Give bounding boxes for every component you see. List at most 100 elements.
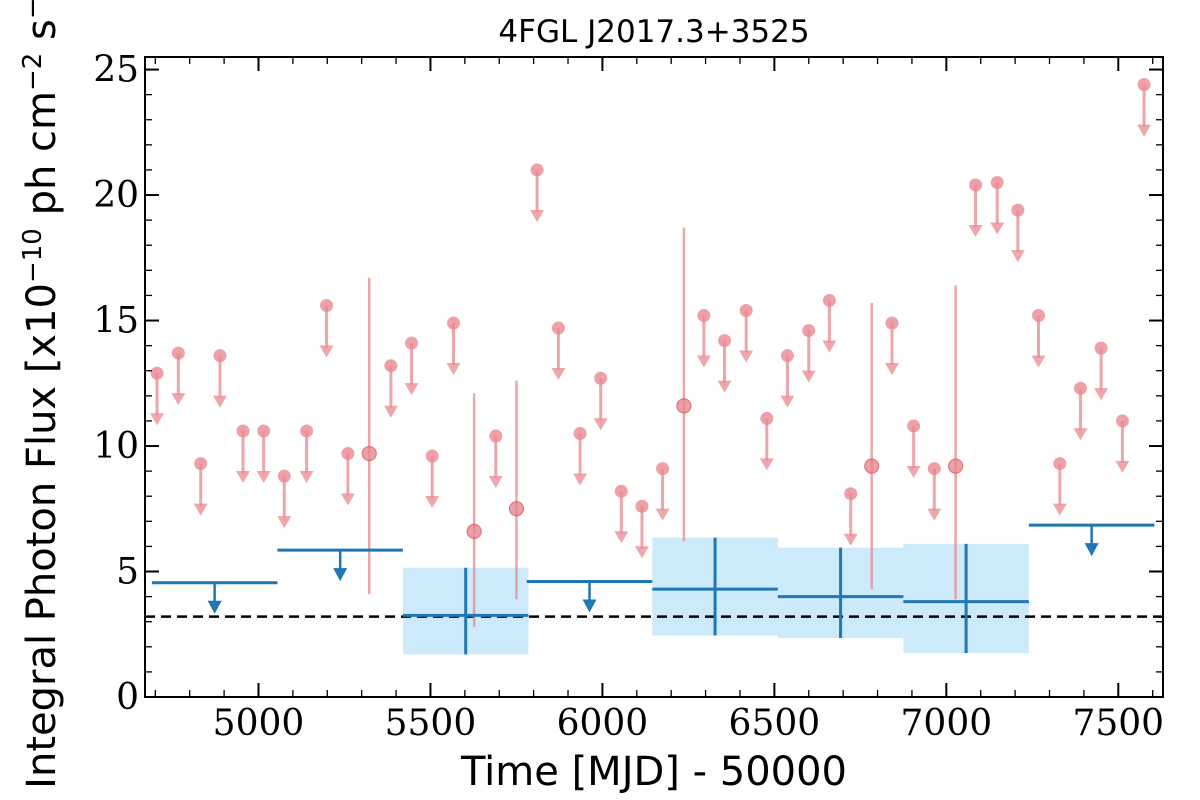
monthly-upper-limit-arrowhead	[150, 413, 165, 426]
y-axis-label-exp: −10	[18, 228, 48, 283]
x-tick-label: 6000	[557, 703, 649, 744]
monthly-upper-limit-point	[573, 426, 587, 440]
monthly-upper-limit-arrowhead	[488, 475, 503, 488]
monthly-upper-limit-point	[446, 316, 460, 330]
monthly-upper-limit-arrowhead	[383, 405, 398, 418]
monthly-upper-limit-arrowhead	[256, 470, 271, 483]
yearly-upper-limit-arrowhead	[207, 600, 222, 614]
monthly-upper-limit-arrowhead	[990, 222, 1005, 235]
monthly-detection-point	[948, 458, 964, 474]
monthly-detection-point	[466, 523, 482, 539]
monthly-upper-limit-arrowhead	[739, 350, 754, 363]
yearly-upper-limit-arrowhead	[582, 599, 597, 613]
monthly-upper-limit-arrowhead	[193, 503, 208, 516]
monthly-upper-limit-point	[760, 411, 774, 425]
y-tick-label: 5	[116, 552, 139, 593]
x-tick-label: 6500	[729, 703, 821, 744]
chart-title: 4FGL J2017.3+3525	[498, 14, 809, 50]
monthly-upper-limit-arrowhead	[277, 516, 292, 529]
monthly-upper-limit-point	[1137, 78, 1151, 92]
monthly-upper-limit-arrowhead	[717, 380, 732, 393]
y-tick-label: 10	[93, 426, 139, 467]
monthly-upper-limit-point	[635, 499, 649, 513]
monthly-upper-limit-arrowhead	[212, 395, 227, 408]
monthly-upper-limit-arrowhead	[1031, 355, 1046, 368]
monthly-detection-point	[361, 445, 377, 462]
x-tick-label: 7500	[1072, 703, 1164, 744]
plot-area	[145, 78, 1163, 655]
monthly-upper-limit-point	[194, 457, 208, 471]
monthly-upper-limit-arrowhead	[927, 508, 942, 521]
monthly-upper-limit-arrowhead	[593, 418, 608, 431]
monthly-upper-limit-arrowhead	[1137, 124, 1152, 137]
monthly-upper-limit-point	[171, 346, 185, 360]
monthly-upper-limit-arrowhead	[573, 473, 588, 486]
yearly-upper-limit-arrowhead	[1084, 543, 1099, 557]
y-tick-label: 25	[93, 50, 139, 91]
monthly-upper-limit-arrowhead	[425, 496, 440, 509]
monthly-upper-limit-arrowhead	[696, 355, 711, 368]
monthly-upper-limit-point	[150, 366, 164, 380]
monthly-upper-limit-point	[530, 163, 544, 177]
monthly-upper-limit-point	[822, 293, 836, 307]
monthly-upper-limit-arrowhead	[968, 225, 983, 237]
monthly-upper-limit-arrowhead	[634, 546, 649, 559]
monthly-upper-limit-point	[277, 469, 291, 483]
monthly-upper-limit-arrowhead	[906, 465, 921, 478]
x-tick-label: 5500	[385, 703, 477, 744]
monthly-detection-point	[676, 398, 692, 414]
monthly-upper-limit-arrowhead	[299, 470, 314, 483]
monthly-upper-limit-point	[656, 462, 670, 476]
monthly-upper-limit-point	[927, 462, 941, 476]
monthly-upper-limit-point	[907, 419, 921, 433]
monthly-upper-limit-arrowhead	[340, 493, 355, 506]
monthly-upper-limit-point	[594, 371, 608, 385]
monthly-upper-limit-arrowhead	[1052, 503, 1067, 516]
monthly-upper-limit-point	[885, 316, 899, 330]
monthly-upper-limit-point	[551, 321, 565, 335]
monthly-upper-limit-point	[802, 324, 816, 338]
monthly-upper-limit-arrowhead	[1073, 428, 1088, 441]
monthly-upper-limit-point	[341, 447, 355, 461]
monthly-detection-point	[508, 501, 525, 517]
plot-frame	[144, 56, 1164, 698]
x-tick-label: 5000	[213, 703, 305, 744]
monthly-upper-limit-arrowhead	[780, 395, 795, 408]
monthly-upper-limit-point	[718, 334, 732, 348]
monthly-upper-limit-point	[780, 349, 794, 363]
monthly-upper-limit-arrowhead	[446, 363, 461, 376]
monthly-upper-limit-arrowhead	[171, 393, 186, 406]
monthly-upper-limit-arrowhead	[404, 383, 419, 396]
monthly-upper-limit-arrowhead	[319, 345, 334, 358]
monthly-upper-limit-arrowhead	[655, 508, 670, 521]
monthly-upper-limit-arrowhead	[236, 470, 251, 483]
monthly-upper-limit-point	[1094, 341, 1108, 355]
monthly-upper-limit-point	[257, 424, 271, 438]
monthly-upper-limit-point	[1053, 457, 1067, 471]
monthly-upper-limit-point	[739, 303, 753, 317]
y-tick-label: 15	[93, 301, 139, 342]
monthly-upper-limit-point	[1032, 309, 1046, 323]
monthly-upper-limit-point	[614, 484, 628, 498]
monthly-upper-limit-point	[990, 175, 1004, 189]
monthly-upper-limit-point	[236, 424, 250, 438]
axis-ticks: 5000 5500 6000 6500 7000 7500 0 5 10 15 20 25	[93, 50, 1164, 744]
monthly-detection-point	[864, 458, 880, 474]
monthly-upper-limit-arrowhead	[884, 363, 899, 376]
x-axis-label: Time [MJD] - 50000	[460, 749, 847, 795]
monthly-upper-limit-point	[1073, 381, 1087, 395]
monthly-upper-limit-arrowhead	[1094, 388, 1109, 401]
y-tick-label: 20	[93, 175, 139, 216]
monthly-upper-limit-arrowhead	[822, 340, 837, 353]
monthly-upper-limit-point	[320, 298, 334, 312]
monthly-upper-limit-point	[300, 424, 314, 438]
y-tick-label: 0	[116, 677, 139, 718]
monthly-upper-limit-point	[969, 178, 983, 192]
monthly-upper-limit-point	[489, 429, 503, 443]
monthly-upper-limit-arrowhead	[530, 209, 545, 222]
monthly-upper-limit-arrowhead	[614, 531, 629, 544]
monthly-upper-limit-point	[1115, 414, 1129, 428]
monthly-upper-limit-arrowhead	[551, 368, 566, 381]
monthly-upper-limit-arrowhead	[759, 458, 774, 471]
yearly-upper-limit-arrowhead	[333, 568, 348, 582]
